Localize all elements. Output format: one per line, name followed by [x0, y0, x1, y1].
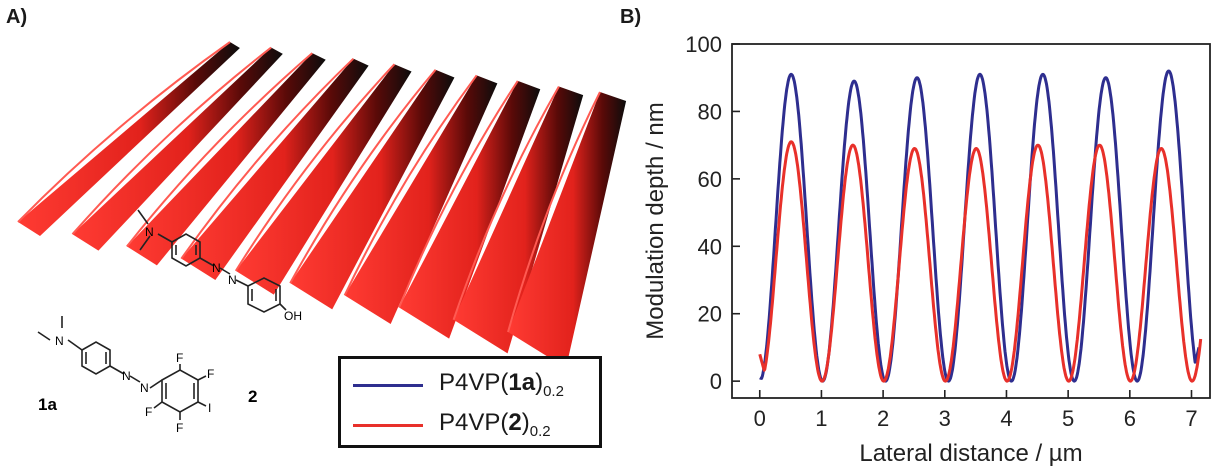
surface-ridge-crest [289, 69, 437, 284]
surface-ridge-crest [180, 57, 355, 260]
surface-ridge [235, 64, 412, 295]
compound-2-label: 2 [248, 387, 257, 406]
modulation-depth-chart: 0 1 2 3 4 5 6 7 0 20 40 60 80 100 Modulation depth / … [642, 32, 1211, 466]
1a-fluorine-top: F [176, 351, 183, 365]
1a-amine-nitrogen: N [55, 334, 64, 348]
axis-ticks: 0 1 2 3 4 5 6 7 0 20 40 60 80 100 [685, 32, 1197, 431]
surface-ridge-crest [507, 91, 601, 333]
surface-ridge [126, 53, 326, 266]
x-tick-label: 1 [815, 406, 827, 431]
legend-item-2: P4VP(2)0.2 [341, 405, 599, 445]
y-tick-label: 0 [710, 369, 722, 394]
surface-ridge-crest [398, 80, 519, 308]
x-tick-label: 6 [1124, 406, 1136, 431]
panel-a-label: A) [6, 6, 28, 28]
legend-text-2: P4VP(2)0.2 [439, 409, 551, 440]
y-tick-label: 100 [685, 32, 722, 57]
molecule-1a-structure [37, 316, 207, 420]
plot-frame [731, 43, 1211, 399]
legend-text-1a: P4VP(1a)0.2 [439, 369, 564, 400]
y-tick-label: 60 [698, 167, 722, 192]
2-azo-n1: N [212, 261, 221, 275]
surface-ridge [290, 69, 455, 310]
surface-ridge [344, 75, 498, 324]
1a-fluorine-left: F [145, 405, 152, 419]
2-hydroxyl: OH [284, 309, 302, 323]
1a-azo-n2: N [140, 381, 149, 395]
legend-item-1a: P4VP(1a)0.2 [341, 365, 599, 405]
surface-ridge-crest [126, 52, 313, 248]
x-axis-label: Lateral distance / µm [859, 440, 1082, 466]
panel-b-label: B) [620, 6, 642, 28]
surface-ridge [72, 47, 283, 251]
x-tick-label: 4 [1000, 406, 1012, 431]
y-axis-label: Modulation depth / nm [642, 102, 669, 339]
x-tick-label: 3 [939, 406, 951, 431]
x-tick-label: 0 [754, 406, 766, 431]
surface-ridge [181, 58, 369, 280]
1a-fluorine-bottom: F [176, 421, 183, 435]
series-line-2 [758, 140, 1203, 383]
1a-azo-n1: N [122, 369, 131, 383]
y-tick-label: 40 [698, 234, 722, 259]
legend-swatch-2 [353, 424, 423, 427]
y-tick-label: 20 [698, 302, 722, 327]
series-line-1a [758, 69, 1201, 383]
legend: P4VP(1a)0.2 P4VP(2)0.2 [338, 356, 602, 448]
surface-ridge [399, 80, 541, 339]
2-amine-nitrogen: N [145, 225, 154, 239]
x-tick-label: 7 [1185, 406, 1197, 431]
y-tick-label: 80 [698, 99, 722, 124]
surface-ridge [18, 42, 240, 236]
legend-swatch-1a [353, 384, 423, 387]
2-azo-n2: N [228, 273, 237, 287]
surface-ridge-crest [452, 85, 560, 321]
surface-ridge-crest [17, 41, 231, 223]
surface-ridge-crest [234, 63, 396, 272]
surface-relief-grating [17, 41, 627, 368]
1a-iodine: I [208, 401, 211, 415]
compound-1a-label: 1a [38, 395, 57, 414]
series-layer [758, 69, 1203, 383]
surface-ridge [453, 86, 584, 354]
molecule-2-structure [137, 209, 287, 313]
surface-ridge [508, 92, 627, 368]
x-tick-label: 2 [877, 406, 889, 431]
x-tick-label: 5 [1062, 406, 1074, 431]
surface-ridge-crest [71, 46, 272, 235]
1a-fluorine-right: F [207, 367, 214, 381]
surface-ridge-crest [343, 74, 478, 296]
